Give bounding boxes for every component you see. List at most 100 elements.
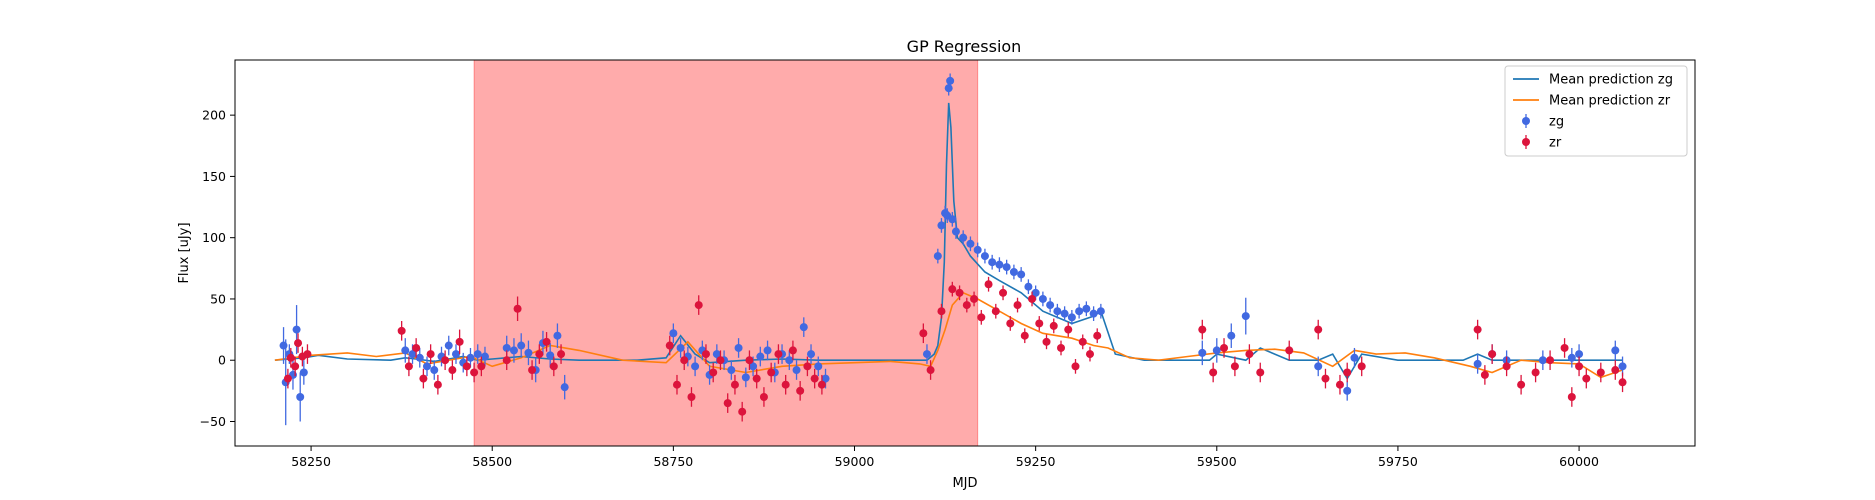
data-point: [799, 323, 808, 332]
x-tick-label: 59000: [835, 454, 875, 469]
data-point: [430, 366, 439, 375]
legend: Mean prediction zg Mean prediction zr zg zr: [1504, 65, 1688, 157]
data-point: [752, 374, 761, 383]
data-point: [995, 260, 1004, 269]
data-point: [1575, 350, 1584, 359]
data-point: [296, 392, 305, 401]
x-axis-ticks: 58250 58500 58750 59000 59250 59500 59750 60000: [291, 446, 1599, 469]
data-point: [665, 341, 674, 350]
data-point: [756, 352, 765, 361]
data-point: [404, 362, 413, 371]
x-tick-label: 58750: [653, 454, 693, 469]
data-point: [426, 350, 435, 359]
legend-dot-swatch: [1522, 117, 1530, 125]
data-point: [691, 362, 700, 371]
data-point: [946, 76, 955, 85]
data-point: [292, 325, 301, 334]
data-point: [441, 356, 450, 365]
data-point: [792, 366, 801, 375]
y-tick-label: −50: [200, 414, 226, 429]
data-point: [1075, 307, 1084, 316]
data-point: [991, 307, 1000, 316]
data-point: [294, 339, 303, 348]
data-point: [433, 380, 442, 389]
data-point: [423, 362, 432, 371]
series-points-zr: [283, 276, 1627, 422]
data-point: [1502, 362, 1511, 371]
y-tick-label: 200: [202, 108, 226, 123]
x-tick-label: 58500: [472, 454, 512, 469]
data-point: [1473, 325, 1482, 334]
data-point: [821, 374, 830, 383]
data-point: [1618, 362, 1627, 371]
data-point: [283, 374, 292, 383]
data-point: [546, 351, 555, 360]
data-point: [680, 356, 689, 365]
y-axis-label: Flux [uJy]: [177, 222, 192, 283]
legend-label: zr: [1549, 136, 1562, 151]
data-point: [922, 350, 931, 359]
data-point: [444, 341, 453, 350]
data-point: [730, 380, 739, 389]
data-point: [1285, 346, 1294, 355]
data-point: [1343, 386, 1352, 395]
data-layer: [274, 73, 1627, 426]
data-point: [716, 356, 725, 365]
data-point: [1049, 321, 1058, 330]
data-point: [1567, 353, 1576, 362]
data-point: [1546, 356, 1555, 365]
data-point: [955, 288, 964, 297]
x-tick-label: 58250: [291, 454, 331, 469]
data-point: [984, 280, 993, 289]
data-point: [1517, 380, 1526, 389]
data-point: [966, 239, 975, 248]
data-point: [1013, 301, 1022, 310]
data-point: [513, 304, 522, 313]
data-point: [557, 350, 566, 359]
data-point: [286, 353, 295, 362]
data-point: [1314, 325, 1323, 334]
series-points-zg: [279, 73, 1627, 426]
data-point: [560, 383, 569, 392]
data-point: [1480, 370, 1489, 379]
chart-title: GP Regression: [907, 37, 1022, 56]
data-point: [1006, 319, 1015, 328]
data-point: [767, 368, 776, 377]
y-axis-ticks: −50 0 50 100 150 200: [200, 108, 235, 429]
data-point: [672, 380, 681, 389]
data-point: [1078, 337, 1087, 346]
x-tick-label: 59750: [1378, 454, 1418, 469]
data-point: [1335, 380, 1344, 389]
data-point: [1350, 353, 1359, 362]
data-point: [412, 343, 421, 352]
data-point: [709, 368, 718, 377]
data-point: [1618, 378, 1627, 387]
data-point: [462, 362, 471, 371]
data-point: [415, 353, 424, 362]
data-point: [1096, 307, 1105, 316]
data-point: [807, 350, 816, 359]
data-point: [1230, 362, 1239, 371]
data-point: [1071, 362, 1080, 371]
data-point: [1198, 325, 1207, 334]
shaded-region: [473, 59, 979, 447]
data-point: [1241, 312, 1250, 321]
data-point: [937, 221, 946, 230]
data-point: [788, 346, 797, 355]
y-tick-label: 0: [218, 353, 226, 368]
data-point: [1020, 331, 1029, 340]
data-point: [1343, 368, 1352, 377]
legend-label: zg: [1549, 115, 1564, 130]
data-point: [1209, 368, 1218, 377]
data-point: [749, 362, 758, 371]
data-point: [926, 366, 935, 375]
data-point: [723, 399, 732, 408]
y-tick-label: 100: [202, 230, 226, 245]
data-point: [299, 368, 308, 377]
legend-dot-swatch: [1522, 138, 1530, 146]
data-point: [1245, 350, 1254, 359]
data-point: [970, 294, 979, 303]
data-point: [1017, 270, 1026, 279]
data-point: [408, 350, 417, 359]
data-point: [502, 356, 511, 365]
